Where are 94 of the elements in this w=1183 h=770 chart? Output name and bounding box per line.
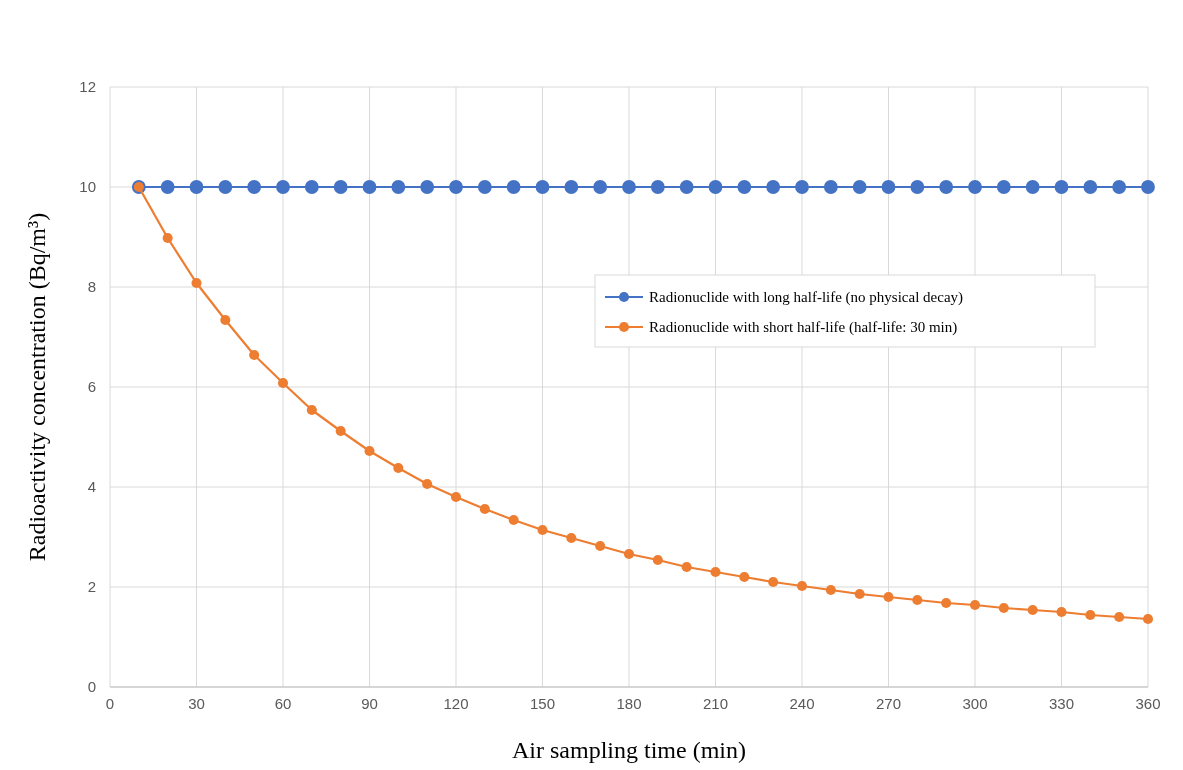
point: [247, 180, 262, 194]
point: [796, 580, 808, 592]
point: [1141, 180, 1155, 194]
x-tick-label: 240: [789, 695, 815, 712]
point: [364, 445, 375, 457]
point: [679, 180, 694, 194]
point: [450, 491, 462, 503]
point: [160, 180, 175, 194]
point: [564, 180, 579, 194]
x-tick-label: 0: [105, 695, 115, 712]
point: [1142, 613, 1154, 625]
point: [537, 524, 548, 536]
point: [218, 180, 233, 194]
point: [162, 232, 173, 244]
x-tick-label: 270: [875, 695, 902, 712]
point: [1083, 180, 1098, 194]
y-axis-title: Radioactivity concentration (Bq/m³): [24, 212, 50, 562]
x-tick-label: 360: [1135, 695, 1161, 712]
point: [969, 599, 981, 611]
x-tick-label: 150: [529, 695, 556, 712]
point: [508, 514, 519, 526]
x-tick-label: 90: [361, 695, 378, 712]
point: [566, 532, 577, 544]
point: [391, 180, 406, 194]
point: [335, 425, 346, 437]
point: [1025, 180, 1040, 194]
y-tick-label: 2: [87, 578, 96, 595]
point: [623, 548, 635, 560]
point: [681, 561, 692, 573]
point: [306, 404, 317, 416]
point: [710, 566, 721, 578]
point: [593, 180, 608, 194]
x-tick-label: 210: [702, 695, 729, 712]
point: [881, 180, 896, 194]
point: [852, 180, 867, 194]
y-tick-label: 12: [79, 78, 96, 95]
point: [479, 503, 490, 515]
x-tick-label: 330: [1048, 695, 1075, 712]
point: [768, 576, 779, 588]
point: [854, 588, 865, 600]
point: [795, 180, 809, 194]
x-axis-title: Air sampling time (min): [512, 737, 746, 763]
point: [276, 180, 290, 194]
point: [652, 554, 663, 566]
point: [1085, 609, 1096, 621]
point: [506, 180, 521, 194]
point: [766, 180, 781, 194]
point: [823, 180, 838, 194]
y-tick-label: 10: [79, 178, 96, 195]
point: [941, 597, 952, 609]
point: [1112, 180, 1127, 194]
point: [737, 180, 752, 194]
point: [277, 377, 289, 389]
point: [249, 349, 260, 361]
point: [910, 180, 925, 194]
point: [420, 180, 435, 194]
y-tick-label: 0: [87, 678, 96, 695]
point: [650, 180, 665, 194]
y-tick-label: 4: [87, 478, 96, 495]
point: [1056, 606, 1067, 618]
point: [304, 180, 319, 194]
x-tick-label: 60: [274, 695, 292, 712]
y-tick-label: 8: [87, 278, 96, 295]
x-tick-label: 300: [962, 695, 988, 712]
point: [362, 180, 377, 194]
point: [393, 462, 404, 474]
point: [333, 180, 348, 194]
point: [595, 540, 606, 552]
point: [912, 594, 923, 606]
point: [191, 277, 202, 289]
point: [708, 180, 723, 194]
point: [1027, 604, 1038, 616]
point: [1054, 180, 1069, 194]
point: [996, 180, 1011, 194]
point: [422, 478, 433, 490]
point: [968, 180, 982, 194]
x-tick-label: 120: [443, 695, 469, 712]
point: [622, 180, 636, 194]
point: [1114, 611, 1125, 623]
point: [449, 180, 463, 194]
point: [739, 571, 750, 583]
point: [825, 584, 836, 596]
point: [939, 180, 954, 194]
point: [220, 314, 231, 326]
x-tick-label: 180: [616, 695, 642, 712]
y-tick-label: 6: [87, 378, 96, 395]
point: [189, 180, 204, 194]
legend-label: Radionuclide with long half-life (no physical decay): [649, 289, 964, 306]
x-tick-label: 30: [188, 695, 205, 712]
point: [883, 591, 894, 603]
point: [998, 602, 1009, 614]
point: [477, 180, 492, 194]
point: [535, 180, 550, 194]
legend-label: Radionuclide with short half-life (half-life: 30 min): [649, 319, 958, 336]
